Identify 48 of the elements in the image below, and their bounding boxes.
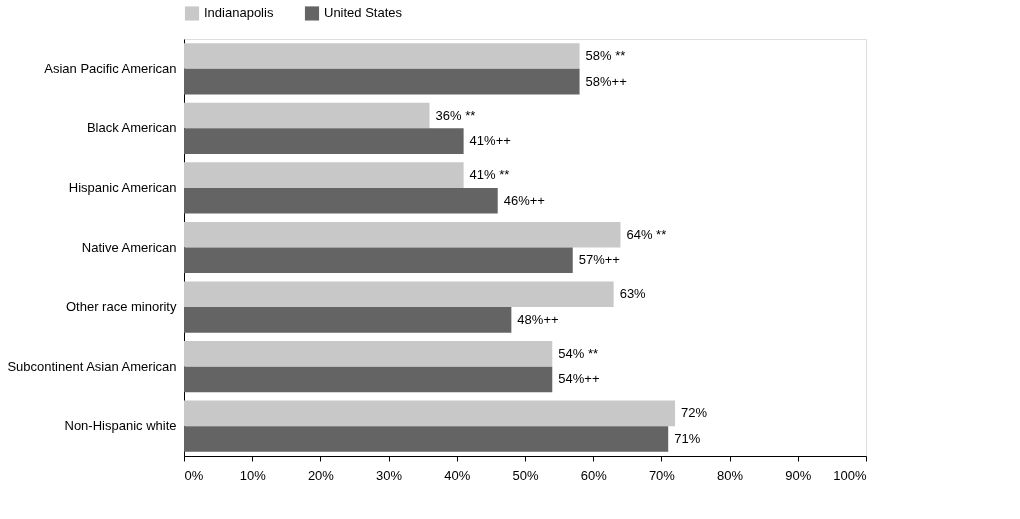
y-tick-label: Subcontinent Asian American [7, 358, 177, 374]
bar [184, 187, 498, 214]
bar [184, 307, 512, 333]
x-tick-label: 100% [833, 467, 867, 483]
y-tick-label: Hispanic American [68, 179, 177, 195]
legend-label: Indianapolis [204, 5, 274, 21]
x-tick-label: 20% [307, 467, 335, 483]
bar [184, 68, 580, 95]
bar [184, 128, 464, 154]
y-tick-label: Other race minority [65, 299, 177, 315]
x-tick-label: 10% [239, 467, 267, 483]
y-tick-label: Non-Hispanic white [64, 418, 177, 434]
data-label: 54% ** [558, 345, 599, 361]
data-label: 58%++ [585, 73, 627, 89]
data-label: 57%++ [578, 252, 620, 268]
bar [184, 221, 621, 248]
bar [184, 102, 430, 129]
data-label: 63% [619, 286, 647, 302]
x-tick-label: 40% [444, 467, 471, 483]
data-label: 54%++ [558, 371, 600, 387]
x-tick-label: 80% [717, 467, 744, 483]
data-label: 36% ** [435, 107, 476, 123]
bar [184, 162, 464, 188]
y-tick-label: Asian Pacific American [44, 60, 177, 76]
data-label: 72% [681, 405, 708, 421]
bar [184, 341, 553, 367]
bar [184, 400, 676, 427]
data-label: 48%++ [517, 311, 559, 327]
data-label: 41% ** [469, 167, 510, 183]
data-label: 58% ** [585, 47, 626, 63]
bar [184, 281, 614, 308]
x-tick-label: 90% [785, 467, 812, 483]
x-tick-label: 50% [512, 467, 539, 483]
data-label: 46%++ [503, 192, 545, 208]
bar [184, 426, 669, 452]
x-tick-label: 70% [648, 467, 676, 483]
legend-label: United States [324, 5, 403, 21]
x-tick-label: 0% [184, 467, 204, 483]
bar [184, 366, 553, 393]
y-tick-label: Native American [81, 239, 177, 255]
bar [184, 247, 573, 274]
data-label: 71% [674, 431, 701, 447]
data-label: 64% ** [626, 226, 667, 242]
x-tick-label: 60% [580, 467, 608, 483]
data-label: 41%++ [469, 133, 511, 149]
y-tick-label: Black American [86, 120, 177, 136]
x-tick-label: 30% [376, 467, 403, 483]
bar [184, 43, 580, 69]
